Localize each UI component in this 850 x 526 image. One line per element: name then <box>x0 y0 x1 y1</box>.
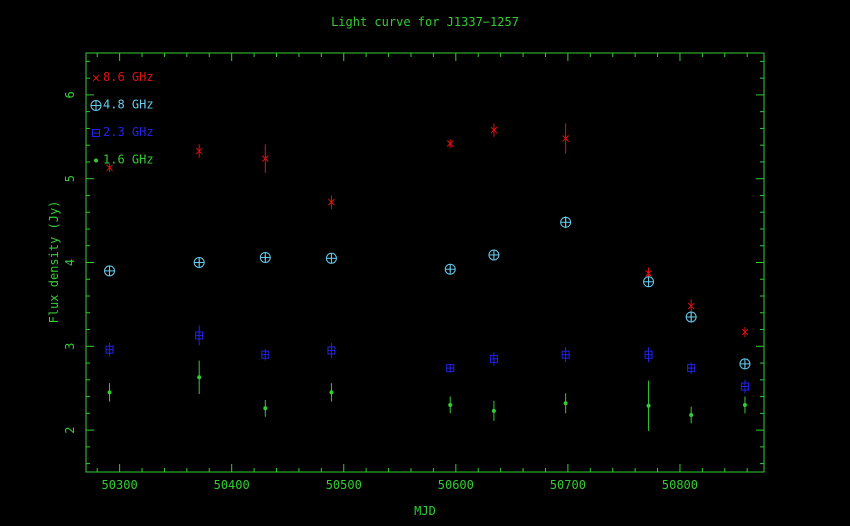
x-marker <box>195 147 203 155</box>
x-marker <box>106 164 113 172</box>
dot-marker <box>94 158 98 163</box>
x-marker <box>490 126 498 134</box>
y-axis-label: Flux density (Jy) <box>47 201 61 324</box>
dot-marker <box>491 408 496 413</box>
data-point <box>489 352 498 366</box>
x-tick-label: 50700 <box>550 478 586 492</box>
x-marker <box>687 302 695 310</box>
x-axis-label: MJD <box>414 504 436 518</box>
data-point <box>742 396 747 414</box>
x-marker <box>446 140 454 147</box>
data-point <box>446 139 454 148</box>
data-point <box>740 379 749 394</box>
data-point <box>741 327 749 338</box>
legend-label: 8.6 GHz <box>103 70 154 84</box>
data-point <box>197 360 202 395</box>
dot-marker <box>197 375 202 380</box>
x-tick-label: 50400 <box>214 478 250 492</box>
data-point <box>263 399 268 417</box>
x-tick-label: 50300 <box>102 478 138 492</box>
dot-marker <box>107 390 112 395</box>
tick-labels: 50300 50400 50500 50600 50700 50800 2 3 4 5 6 <box>63 91 698 492</box>
data-point <box>644 347 653 363</box>
data-point <box>563 393 568 414</box>
x-marker <box>645 270 652 277</box>
data-point <box>687 362 696 374</box>
dot-marker <box>329 390 334 395</box>
legend: 8.6 GHz 4.8 GHz 2.3 GHz 1.6 GHz <box>90 70 154 167</box>
data-point <box>560 216 572 229</box>
data-point <box>446 363 455 373</box>
data-point <box>259 251 271 263</box>
data-point <box>646 380 651 431</box>
y-tick-label: 5 <box>63 175 77 182</box>
dot-marker <box>263 406 268 411</box>
data-point <box>490 123 498 137</box>
data-point <box>561 347 570 363</box>
x-marker <box>741 328 749 336</box>
legend-label: 4.8 GHz <box>103 98 154 112</box>
y-tick-label: 6 <box>63 91 77 98</box>
data-point <box>327 342 336 359</box>
legend-entry: 8.6 GHz <box>92 70 154 84</box>
plot-frame <box>85 52 765 473</box>
dot-marker <box>448 402 453 407</box>
data-point <box>491 400 496 421</box>
data-point <box>193 257 205 268</box>
data-point <box>261 144 269 173</box>
legend-entry: 4.8 GHz <box>90 98 154 112</box>
legend-label: 2.3 GHz <box>103 125 154 139</box>
data-point <box>689 406 694 424</box>
data-point <box>444 263 456 275</box>
data-point <box>261 348 270 361</box>
data-point <box>104 265 116 277</box>
axis-ticks <box>86 53 764 472</box>
chart-title: Light curve for J1337−1257 <box>331 15 519 29</box>
data-point <box>685 311 697 323</box>
data-point <box>106 163 113 172</box>
x-tick-label: 50800 <box>662 478 698 492</box>
x-marker <box>328 198 335 206</box>
data-point <box>488 249 500 261</box>
data-point <box>325 252 337 264</box>
data-point <box>329 383 334 402</box>
dot-marker <box>563 401 568 406</box>
x-marker <box>261 155 269 162</box>
x-tick-label: 50600 <box>438 478 474 492</box>
data-point <box>687 299 695 313</box>
legend-label: 1.6 GHz <box>103 153 154 167</box>
data-point <box>107 383 112 402</box>
legend-entry: 1.6 GHz <box>94 153 154 167</box>
x-marker <box>562 135 569 142</box>
dot-marker <box>646 403 651 408</box>
y-tick-label: 3 <box>63 343 77 350</box>
data-point <box>195 325 204 346</box>
x-marker <box>92 74 100 82</box>
data-point <box>448 396 453 414</box>
data-point <box>562 123 569 154</box>
y-tick-label: 4 <box>63 259 77 266</box>
data-point <box>739 358 751 370</box>
data-point <box>195 144 203 158</box>
dot-marker <box>689 413 694 418</box>
data-point <box>328 195 335 209</box>
y-tick-label: 2 <box>63 426 77 433</box>
legend-entry: 2.3 GHz <box>92 125 154 139</box>
data-points <box>104 123 751 431</box>
data-point <box>105 342 114 357</box>
x-tick-label: 50500 <box>326 478 362 492</box>
data-point <box>643 276 655 288</box>
dot-marker <box>742 402 747 407</box>
